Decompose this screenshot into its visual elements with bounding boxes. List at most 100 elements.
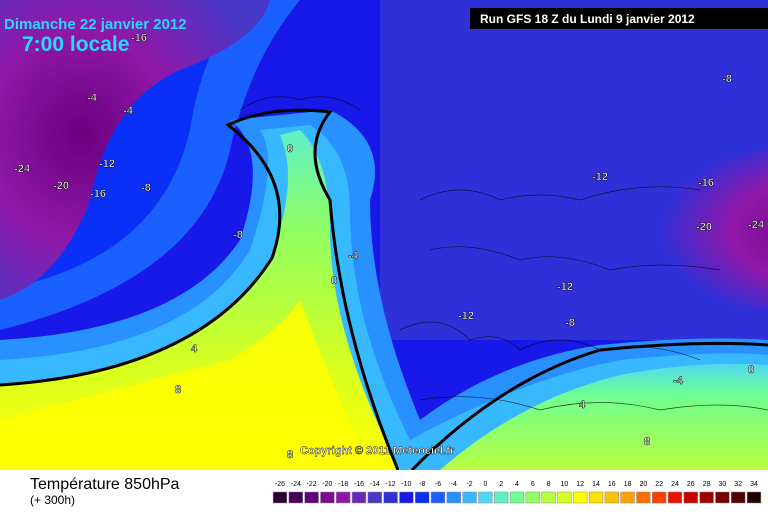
legend-tick-label: 4 (515, 481, 519, 488)
footer (0, 470, 768, 512)
isotherm-label: 4 (579, 399, 586, 411)
legend-swatch (288, 491, 303, 504)
legend-tick-label: 22 (655, 481, 663, 488)
legend-tick-label: 28 (703, 481, 711, 488)
warm-area (440, 363, 768, 470)
legend-swatch (478, 491, 493, 504)
warm-area (0, 300, 370, 470)
isotherm-label: -16 (698, 177, 714, 189)
legend-swatch (652, 491, 667, 504)
legend-swatch (715, 491, 730, 504)
legend-swatch (588, 491, 604, 504)
isotherm-label: -12 (458, 310, 474, 322)
legend-tick-label: -20 (322, 481, 332, 488)
footer-subtitle: (+ 300h) (30, 493, 75, 507)
isotherm-label: -16 (90, 188, 106, 200)
isotherm-label: -8 (722, 73, 732, 85)
legend-swatch (446, 491, 461, 504)
isotherm-lines (0, 108, 768, 472)
legend-swatch (683, 491, 698, 504)
legend-tick-label: -2 (466, 481, 472, 488)
isotherm-label: 8 (287, 449, 293, 461)
legend-swatch (462, 491, 477, 504)
legend-swatch (746, 491, 762, 504)
isotherm-label: -20 (696, 221, 712, 233)
legend-swatch (509, 491, 525, 504)
legend-tick-label: -22 (307, 481, 317, 488)
legend-swatch (573, 491, 588, 504)
isotherm-label: -24 (14, 163, 31, 175)
isotherm-label: 0 (331, 275, 337, 287)
isotherm-label: -8 (565, 317, 575, 329)
legend-tick-label: -10 (401, 481, 411, 488)
legend-tick-label: 32 (734, 481, 742, 488)
isotherm-label: -8 (233, 229, 243, 241)
legend-tick-label: 2 (499, 481, 503, 488)
isotherm-label: 4 (191, 343, 198, 355)
isotherm-label: -4 (87, 92, 98, 104)
legend-swatch (699, 491, 714, 504)
forecast-time: 7:00 locale (22, 33, 129, 56)
legend-tick-label: -14 (370, 481, 380, 488)
isotherm-label: -4 (123, 105, 134, 117)
isotherm-label: -4 (348, 250, 359, 262)
legend-tick-label: -16 (354, 481, 364, 488)
isotherm-label: 8 (175, 384, 181, 396)
legend-swatch (620, 491, 635, 504)
isotherm-label: -8 (141, 182, 151, 194)
legend-swatch (557, 491, 572, 504)
legend-tick-label: 6 (531, 481, 535, 488)
isotherm-label: -24 (748, 219, 765, 231)
legend-swatch (272, 491, 288, 504)
isotherm-label: -12 (592, 171, 608, 183)
legend-swatch (336, 491, 351, 504)
legend-swatch (430, 491, 446, 504)
legend-tick-label: 18 (624, 481, 632, 488)
legend-tick-label: -8 (419, 481, 425, 488)
legend-swatch (525, 491, 540, 504)
legend-tick-label: -26 (275, 481, 285, 488)
cold-pool (0, 0, 270, 300)
forecast-date: Dimanche 22 janvier 2012 (4, 16, 187, 33)
isotherm-label: -4 (673, 375, 684, 387)
legend-tick-label: 20 (640, 481, 648, 488)
copyright: Copyright © 2011 Meteociel.fr (300, 445, 455, 457)
run-banner (470, 8, 768, 29)
legend-tick-label: -18 (338, 481, 348, 488)
isotherm-label: -20 (53, 180, 69, 192)
legend-swatch (415, 491, 430, 504)
legend-tick-label: 12 (576, 481, 584, 488)
isotherm-label: -16 (131, 32, 147, 44)
legend-tick-label: 8 (547, 481, 551, 488)
isotherm-label: -12 (557, 281, 573, 293)
legend-tick-label: -6 (435, 481, 441, 488)
legend-tick-label: 24 (671, 481, 679, 488)
isotherm-label: 8 (644, 436, 650, 448)
legend-tick-label: -4 (451, 481, 457, 488)
legend-swatch (604, 491, 619, 504)
legend-swatch (383, 491, 398, 504)
legend-tick-label: 0 (483, 481, 487, 488)
legend-tick-label: 10 (561, 481, 569, 488)
legend-swatch (351, 491, 367, 504)
legend-tick-label: 26 (687, 481, 695, 488)
legend-tick-label: 34 (750, 481, 758, 488)
legend-tick-label: 14 (592, 481, 600, 488)
isotherm-label: -12 (99, 158, 115, 170)
legend-swatch (399, 491, 414, 504)
legend-swatch (667, 491, 683, 504)
legend-tick-label: -12 (386, 481, 396, 488)
cold-pool (630, 150, 768, 310)
legend-swatch (494, 491, 509, 504)
legend-tick-label: 16 (608, 481, 616, 488)
legend-swatch (541, 491, 556, 504)
legend-swatch (320, 491, 335, 504)
legend-swatch (636, 491, 651, 504)
legend-swatch (304, 491, 319, 504)
isotherm-label: 0 (748, 364, 754, 376)
legend-tick-label: -24 (291, 481, 301, 488)
footer-title: Température 850hPa (30, 476, 180, 493)
legend-swatch (731, 491, 746, 504)
